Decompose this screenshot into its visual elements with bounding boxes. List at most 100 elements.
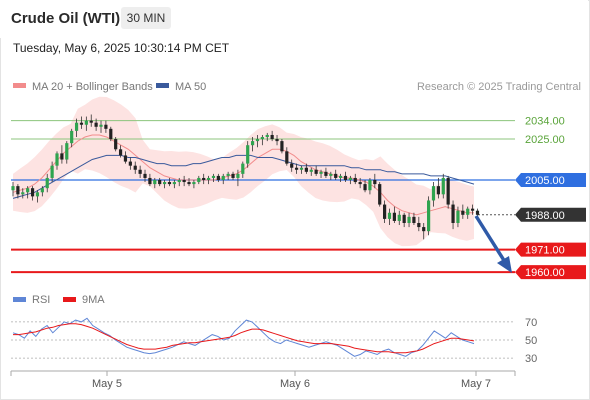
candle-body <box>79 122 84 125</box>
candle-body <box>348 177 352 180</box>
candle-body <box>471 208 475 211</box>
candle-body <box>55 153 59 166</box>
candle-body <box>451 204 455 223</box>
candle-body <box>260 137 264 140</box>
legend-label-ma20: MA 20 + Bollinger Bands <box>32 81 153 93</box>
candle-body <box>373 180 377 185</box>
candle-body <box>177 180 181 183</box>
candle-body <box>50 165 54 178</box>
candle-body <box>246 145 250 164</box>
candle-body <box>211 175 216 178</box>
candle-body <box>446 177 450 205</box>
level-tag-1988-00 <box>515 207 586 222</box>
candle-body <box>216 175 220 180</box>
candle-body <box>270 134 274 140</box>
candle-body <box>40 188 44 193</box>
candle-body <box>65 143 69 160</box>
candle-body <box>314 169 318 174</box>
candle-body <box>84 120 88 125</box>
candle-body <box>133 165 137 170</box>
candle-body <box>45 177 49 189</box>
candle-body <box>250 141 255 146</box>
candle-body <box>114 139 118 150</box>
candle-body <box>148 177 152 185</box>
candle-body <box>192 182 196 185</box>
candle-body <box>324 171 328 176</box>
rsi-ma-legend-swatch <box>63 297 76 302</box>
candle-body <box>60 153 64 160</box>
candle-body <box>265 134 269 138</box>
rsi-legend-swatch <box>13 297 26 302</box>
candle-body <box>358 182 362 185</box>
candle-body <box>338 175 343 178</box>
candle-body <box>290 163 294 168</box>
candle-body <box>397 214 401 221</box>
candle-body <box>221 175 225 180</box>
candle-body <box>138 169 142 174</box>
candle-body <box>128 161 132 166</box>
rsi-level-label-70: 70 <box>525 317 537 329</box>
candle-body <box>285 151 289 164</box>
candle-body <box>89 120 93 123</box>
candle-body <box>153 180 157 185</box>
level-label-1960-00: 1960.00 <box>525 267 565 279</box>
candle-body <box>280 141 284 152</box>
candle-body <box>417 222 421 228</box>
legend-label-ma50: MA 50 <box>175 81 206 93</box>
level-label-1988-00: 1988.00 <box>525 210 565 222</box>
candle-body <box>275 139 279 142</box>
level-tag-2005-00 <box>515 173 586 187</box>
candle-body <box>143 173 147 178</box>
candle-body <box>422 227 426 232</box>
candle-body <box>441 177 445 195</box>
candle-body <box>334 173 338 178</box>
level-label-2025-00: 2025.00 <box>525 134 565 146</box>
x-tick-label: May 5 <box>92 378 122 390</box>
candle-body <box>162 182 167 185</box>
candle-body <box>35 192 40 197</box>
candle-body <box>304 167 308 172</box>
candle-body <box>30 188 35 197</box>
candle-body <box>187 182 191 185</box>
candle-body <box>466 208 470 215</box>
candle-body <box>412 216 416 223</box>
candle-body <box>378 184 382 205</box>
level-label-2005-00: 2005.00 <box>525 175 565 187</box>
candle-body <box>70 130 74 144</box>
candle-body <box>299 167 304 170</box>
candle-body <box>407 216 411 223</box>
forecast-arrow-shaft <box>474 215 507 263</box>
level-label-1971-00: 1971.00 <box>525 245 565 257</box>
candle-body <box>436 186 440 195</box>
candle-body <box>99 124 103 127</box>
candle-body <box>255 139 260 142</box>
rsi-legend-label: RSI <box>32 294 50 306</box>
candle-body <box>202 177 206 180</box>
candle-body <box>158 180 162 185</box>
candle-body <box>431 186 436 201</box>
candle-body <box>94 122 98 127</box>
x-tick-label: May 7 <box>461 378 491 390</box>
candle-body <box>104 124 108 129</box>
candle-body <box>118 149 123 156</box>
timeframe-badge[interactable]: 30 MIN <box>121 7 171 29</box>
level-tag-1971-00 <box>515 242 586 257</box>
candle-body <box>26 188 30 193</box>
level-label-2034-00: 2034.00 <box>525 116 565 128</box>
candle-body <box>16 186 20 195</box>
candle-body <box>456 210 460 223</box>
candle-body <box>197 177 201 183</box>
candle-body <box>123 155 128 162</box>
candle-body <box>368 180 372 191</box>
candle-body <box>309 169 313 172</box>
candle-body <box>343 175 348 180</box>
candle-body <box>475 210 480 215</box>
candle-body <box>11 186 15 191</box>
candle-body <box>21 192 25 195</box>
candle-body <box>402 214 406 223</box>
candle-body <box>427 200 431 232</box>
candle-body <box>329 173 333 176</box>
candle-body <box>353 177 357 183</box>
candle-body <box>392 212 396 221</box>
